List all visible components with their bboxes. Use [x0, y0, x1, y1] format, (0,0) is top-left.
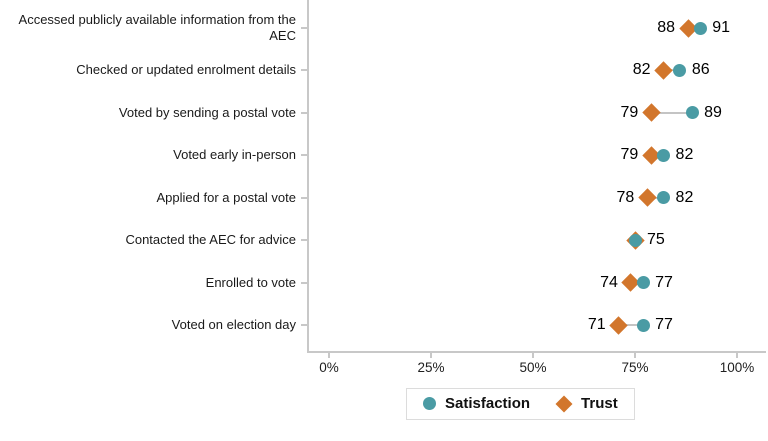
trust-marker [642, 103, 661, 123]
y-tick [301, 27, 307, 29]
x-tick [736, 352, 738, 358]
satisfaction-marker [657, 148, 671, 162]
satisfaction-marker [673, 63, 687, 77]
x-tick [634, 352, 636, 358]
y-tick [301, 111, 307, 114]
legend-label-trust: Trust [581, 395, 618, 412]
trust-value-label: 74 [600, 273, 618, 291]
y-tick [301, 154, 307, 157]
category-label: Accessed publicly available information … [18, 11, 296, 43]
y-tick [301, 69, 307, 72]
satisfaction-value-label: 77 [655, 273, 673, 291]
x-tick-label: 50% [519, 360, 547, 375]
satisfaction-marker [636, 276, 650, 290]
trust-value-label: 79 [620, 146, 639, 164]
satisfaction-marker [636, 318, 650, 332]
category-label: Voted early in-person [173, 147, 296, 163]
y-tick [301, 196, 307, 199]
satisfaction-circle-icon [423, 397, 436, 410]
satisfaction-value-label: 75 [647, 231, 665, 249]
trust-value-label: 79 [620, 103, 639, 121]
satisfaction-value-label: 82 [675, 146, 694, 164]
satisfaction-value-label: 82 [675, 188, 694, 206]
y-tick [301, 239, 307, 242]
trust-marker [609, 315, 628, 335]
trust-value-label: 82 [632, 61, 651, 79]
connector-line [651, 111, 693, 114]
category-label: Enrolled to vote [205, 274, 296, 290]
x-tick-label: 75% [621, 360, 649, 375]
legend-item-trust: Trust [555, 395, 618, 412]
x-tick [532, 352, 534, 358]
trust-marker [638, 188, 657, 207]
satisfaction-marker [657, 191, 671, 205]
y-tick [301, 324, 307, 326]
legend: Satisfaction Trust [406, 388, 635, 420]
category-label: Voted on election day [171, 316, 296, 332]
trust-value-label: 71 [587, 316, 606, 333]
category-label: Checked or updated enrolment details [76, 62, 296, 78]
x-tick-label: 100% [719, 360, 755, 375]
satisfaction-marker [693, 21, 707, 35]
x-tick [430, 352, 432, 358]
category-label: Contacted the AEC for advice [125, 232, 296, 248]
satisfaction-value-label: 86 [691, 61, 710, 79]
connector-line [618, 324, 644, 326]
y-axis-line [307, 0, 309, 353]
satisfaction-value-label: 89 [704, 103, 722, 121]
x-tick-label: 0% [319, 360, 339, 375]
x-axis-line [307, 351, 766, 353]
satisfaction-value-label: 91 [712, 19, 731, 36]
x-tick [328, 352, 330, 358]
trust-value-label: 88 [657, 19, 676, 36]
trust-diamond-icon [555, 395, 573, 412]
y-tick [301, 281, 307, 284]
satisfaction-marker [628, 233, 642, 247]
trust-marker [654, 61, 673, 80]
x-tick-label: 25% [417, 360, 445, 375]
category-label: Applied for a postal vote [156, 189, 296, 205]
category-label: Voted by sending a postal vote [118, 104, 296, 120]
legend-label-satisfaction: Satisfaction [445, 395, 531, 412]
legend-item-satisfaction: Satisfaction [423, 395, 530, 412]
satisfaction-marker [685, 106, 699, 120]
satisfaction-value-label: 77 [655, 316, 673, 333]
trust-value-label: 78 [616, 188, 635, 206]
